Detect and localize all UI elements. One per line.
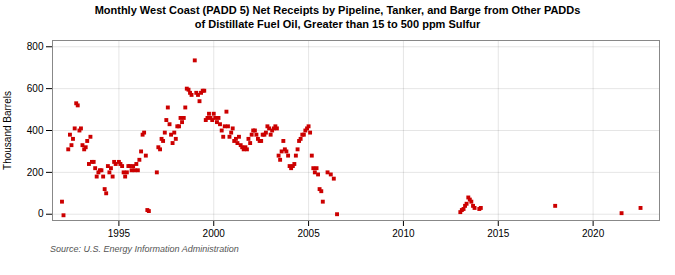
- svg-text:800: 800: [27, 41, 44, 52]
- svg-text:200: 200: [27, 166, 44, 177]
- svg-text:2015: 2015: [487, 227, 510, 238]
- svg-text:2010: 2010: [392, 227, 415, 238]
- html-text:Source: U.S. Energy Informatio: Source: U.S. Energy Information Administ…: [50, 243, 239, 254]
- svg-text:1995: 1995: [108, 227, 131, 238]
- svg-text:0: 0: [38, 208, 44, 219]
- svg-text:2000: 2000: [203, 227, 226, 238]
- html-text:Monthly West Coast (PADD 5) Ne: Monthly West Coast (PADD 5) Net Receipts…: [94, 4, 581, 31]
- svg-text:400: 400: [27, 124, 44, 135]
- svg-text:2005: 2005: [297, 227, 320, 238]
- svg-text:2020: 2020: [582, 227, 605, 238]
- svg-text:Thousand Barrels: Thousand Barrels: [2, 91, 13, 170]
- svg-text:600: 600: [27, 82, 44, 93]
